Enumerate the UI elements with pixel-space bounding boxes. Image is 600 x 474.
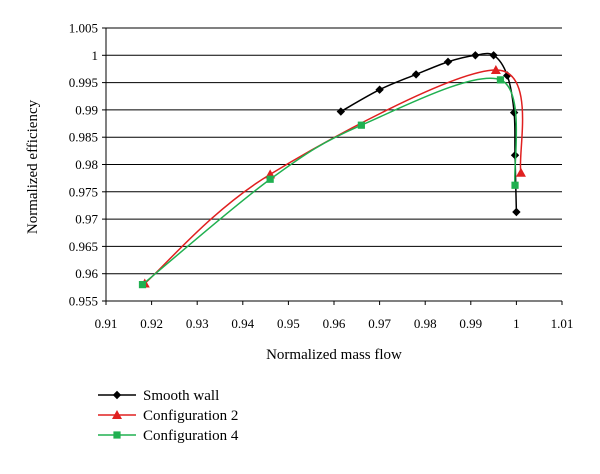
data-point-configuration-4 — [138, 281, 147, 289]
y-tick-label: 0.955 — [69, 294, 98, 309]
y-tick-label: 0.96 — [75, 266, 98, 281]
x-tick-label: 1 — [513, 316, 520, 331]
y-tick-label: 1.005 — [69, 21, 98, 36]
series-line-configuration-4 — [142, 77, 518, 286]
legend-label-configuration-4: Configuration 4 — [143, 428, 239, 444]
tick-labels: 0.91 0.92 0.93 0.94 0.95 0.96 0.97 0.98 0.99 1 1.0… — [69, 21, 574, 332]
data-point-configuration-2 — [490, 65, 501, 75]
x-tick-label: 0.97 — [368, 316, 391, 331]
x-tick-label: 0.91 — [95, 316, 118, 331]
y-tick-label: 0.985 — [69, 130, 98, 145]
y-tick-label: 0.995 — [69, 75, 98, 90]
x-tick-label: 0.94 — [231, 316, 254, 331]
x-tick-label: 0.93 — [186, 316, 209, 331]
data-point-smooth-wall — [375, 85, 384, 94]
x-tick-label: 0.99 — [459, 316, 482, 331]
y-tick-label: 0.97 — [75, 212, 98, 227]
legend-label-configuration-2: Configuration 2 — [143, 408, 238, 424]
data-point-configuration-4 — [496, 76, 505, 84]
y-tick-label: 0.99 — [75, 102, 98, 117]
x-tick-label: 1.01 — [551, 316, 574, 331]
series-layer — [138, 51, 526, 289]
data-point-configuration-4 — [511, 181, 519, 189]
x-tick-label: 0.95 — [277, 316, 300, 331]
y-tick-label: 0.965 — [69, 239, 98, 254]
data-point-smooth-wall — [512, 207, 521, 217]
legend-label-smooth-wall: Smooth wall — [143, 388, 219, 404]
gridlines — [106, 27, 562, 275]
series-line-smooth-wall — [340, 52, 518, 213]
x-tick-label: 0.92 — [140, 316, 163, 331]
y-tick-label: 0.975 — [69, 184, 98, 199]
y-tick-label: 1 — [92, 48, 99, 63]
legend-marker-configuration-2 — [112, 410, 122, 419]
data-point-smooth-wall — [411, 70, 421, 79]
legend-item-configuration-4: Configuration 4 — [98, 428, 239, 444]
legend-marker-smooth-wall — [112, 390, 122, 400]
y-tick-label: 0.98 — [75, 157, 98, 172]
data-point-smooth-wall — [489, 51, 498, 60]
x-axis-title: Normalized mass flow — [266, 347, 402, 363]
series-smooth-wall — [336, 51, 521, 217]
data-point-configuration-4 — [266, 175, 274, 183]
legend-item-smooth-wall: Smooth wall — [98, 388, 219, 404]
data-point-smooth-wall — [471, 51, 480, 60]
data-point-smooth-wall — [509, 108, 519, 117]
axes — [102, 27, 563, 305]
legend-marker-configuration-4 — [113, 431, 121, 439]
series-configuration-4 — [138, 76, 519, 289]
data-point-smooth-wall — [443, 57, 453, 67]
series-configuration-2 — [139, 65, 526, 288]
legend: Smooth wall Configuration 2 Configuration … — [98, 388, 239, 444]
y-axis-title: Normalized efficiency — [25, 99, 41, 234]
legend-item-configuration-2: Configuration 2 — [98, 408, 238, 424]
data-point-configuration-4 — [357, 121, 365, 129]
series-line-configuration-2 — [144, 69, 524, 285]
data-point-smooth-wall — [336, 107, 346, 116]
data-point-configuration-2 — [515, 167, 526, 177]
x-tick-label: 0.96 — [323, 316, 346, 331]
x-tick-label: 0.98 — [414, 316, 437, 331]
